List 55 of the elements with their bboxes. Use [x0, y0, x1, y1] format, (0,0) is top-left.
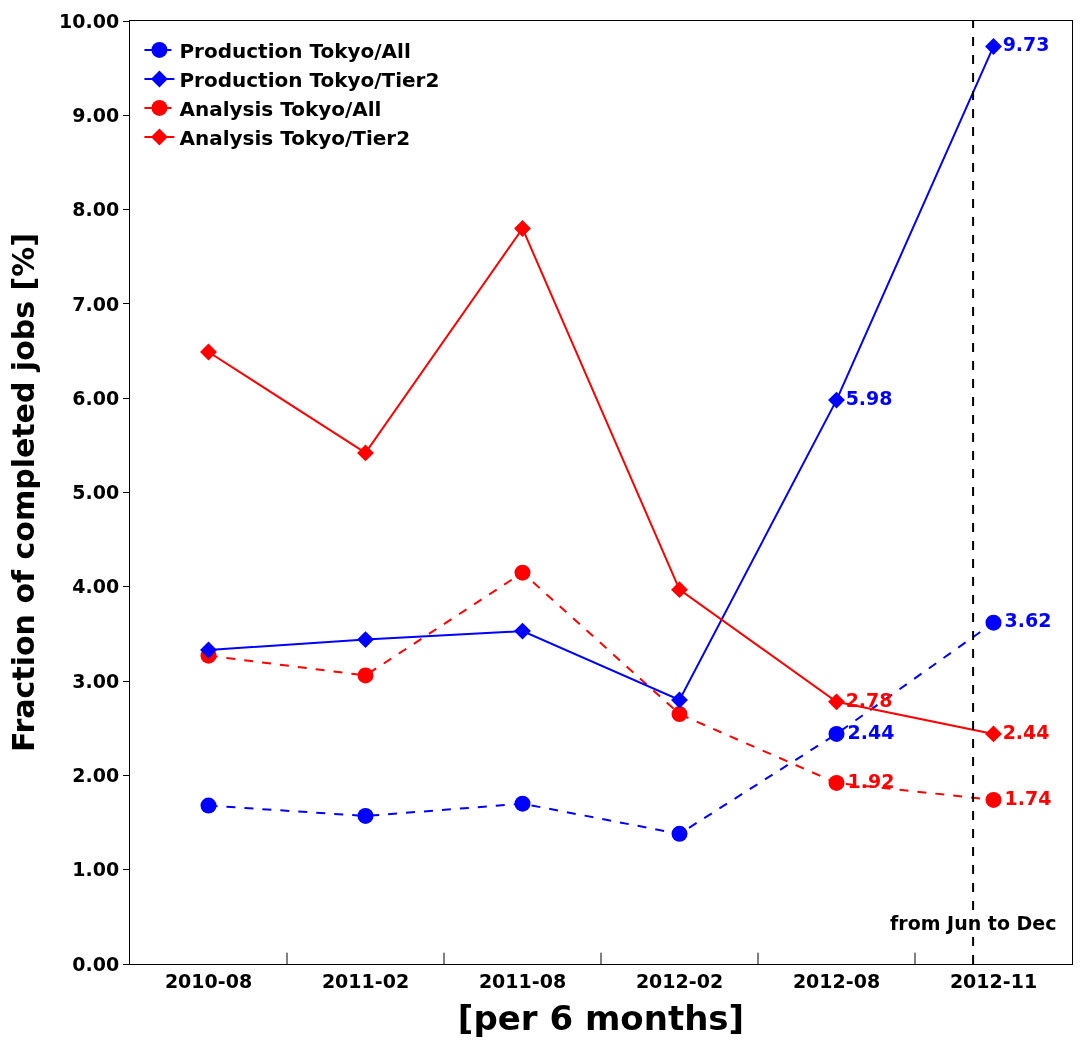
point — [357, 807, 374, 824]
x-tick-label: 2010-08 — [164, 969, 253, 992]
data-label: 2.44 — [847, 720, 895, 743]
data-label: 3.62 — [1004, 609, 1052, 632]
point — [671, 691, 688, 709]
y-tick-label: 0.00 — [72, 952, 120, 975]
point — [357, 444, 374, 462]
point — [828, 693, 845, 711]
y-tick-label: 6.00 — [72, 386, 120, 409]
point — [985, 38, 1002, 55]
y-tick-label: 3.00 — [72, 669, 120, 692]
y-tick-label: 2.00 — [72, 764, 120, 787]
legend-label: Production Tokyo/Tier2 — [179, 67, 440, 92]
legend-label: Analysis Tokyo/Tier2 — [179, 125, 411, 150]
y-tick-label: 10.00 — [59, 9, 120, 32]
point — [514, 564, 531, 581]
x-tick-label: 2012-08 — [792, 969, 881, 992]
point — [357, 631, 374, 649]
point — [985, 614, 1002, 631]
data-label: 2.44 — [1002, 720, 1050, 743]
y-axis-title: Fraction of completed jobs [%] — [6, 232, 42, 753]
ref-line-label: from Jun to Dec — [890, 912, 1057, 934]
point — [200, 797, 217, 814]
data-label: 2.78 — [845, 688, 893, 711]
point — [828, 725, 845, 742]
point — [514, 220, 531, 237]
point — [828, 391, 845, 409]
data-label: 1.92 — [847, 769, 895, 792]
legend-label: Production Tokyo/All — [179, 38, 411, 63]
point — [200, 343, 217, 361]
y-tick-label: 4.00 — [72, 575, 120, 598]
point — [828, 774, 845, 791]
x-tick-label: 2012-02 — [635, 969, 724, 992]
point — [514, 622, 531, 640]
point — [985, 725, 1002, 743]
y-tick-label: 7.00 — [72, 292, 120, 315]
point — [357, 667, 374, 684]
point — [671, 706, 688, 723]
point — [671, 825, 688, 842]
point — [200, 641, 217, 659]
point — [514, 795, 531, 812]
x-tick-label: 2011-08 — [478, 969, 567, 992]
point — [671, 581, 688, 599]
y-tick-label: 8.00 — [72, 198, 120, 221]
x-tick-label: 2011-02 — [321, 969, 410, 992]
data-label: 9.73 — [1002, 33, 1050, 56]
legend-label: Analysis Tokyo/All — [179, 96, 382, 121]
y-tick-label: 1.00 — [72, 858, 120, 881]
data-label: 5.98 — [845, 386, 893, 409]
y-tick-label: 5.00 — [72, 481, 120, 504]
x-axis-title: [per 6 months] — [457, 998, 745, 1039]
data-label: 1.74 — [1004, 786, 1052, 809]
y-tick-label: 9.00 — [72, 103, 120, 126]
x-tick-label: 2012-11 — [949, 969, 1038, 992]
point — [985, 791, 1002, 808]
